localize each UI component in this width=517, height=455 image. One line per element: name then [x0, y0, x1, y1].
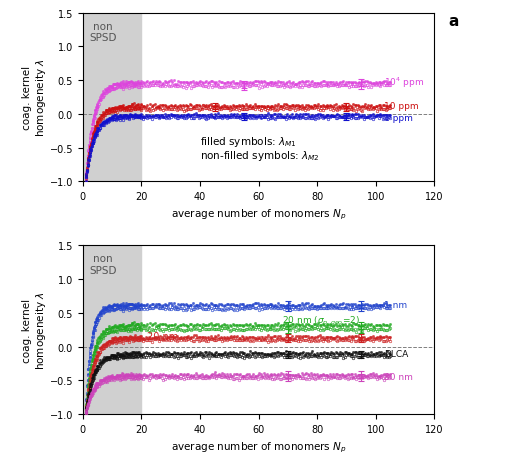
- Text: 1 ppm: 1 ppm: [385, 113, 414, 122]
- Bar: [83, 246, 141, 414]
- Text: $10^4$ ppm: $10^4$ ppm: [385, 76, 424, 90]
- Bar: [83, 14, 141, 182]
- Text: 1 nm: 1 nm: [385, 301, 407, 309]
- X-axis label: average number of monomers $N_p$: average number of monomers $N_p$: [171, 439, 346, 454]
- Text: 20 nm ($\sigma_{p,geo}$=2): 20 nm ($\sigma_{p,geo}$=2): [282, 315, 360, 328]
- Text: non-filled symbols: $\lambda_{M2}$: non-filled symbols: $\lambda_{M2}$: [200, 148, 320, 162]
- X-axis label: average number of monomers $N_p$: average number of monomers $N_p$: [171, 207, 346, 222]
- Text: filled symbols: $\lambda_{M1}$: filled symbols: $\lambda_{M1}$: [200, 135, 297, 149]
- Text: DLCA: DLCA: [385, 349, 409, 358]
- Text: a: a: [448, 14, 459, 29]
- Text: 80 nm: 80 nm: [385, 372, 414, 381]
- Text: non
SPSD: non SPSD: [89, 22, 117, 43]
- Text: 20 nm: 20 nm: [147, 331, 178, 341]
- Y-axis label: coag. kernel
homogeneity $\lambda$: coag. kernel homogeneity $\lambda$: [22, 291, 48, 369]
- Text: b: b: [0, 454, 1, 455]
- Text: non
SPSD: non SPSD: [89, 254, 117, 275]
- Text: 10 ppm: 10 ppm: [385, 101, 419, 110]
- Y-axis label: coag. kernel
homogeneity $\lambda$: coag. kernel homogeneity $\lambda$: [22, 59, 48, 137]
